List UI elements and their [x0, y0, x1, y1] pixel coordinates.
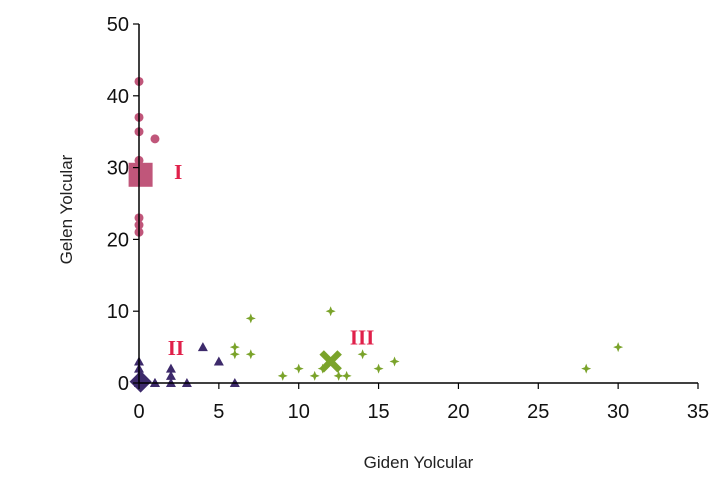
- data-point: [229, 349, 240, 360]
- y-axis-ticks: 0 10 20 30 40 50: [107, 14, 139, 395]
- data-point: [245, 349, 256, 360]
- data-point: [165, 363, 176, 373]
- data-point: [229, 342, 240, 353]
- x-tick-label: 0: [133, 401, 144, 423]
- data-point: [150, 134, 160, 144]
- data-point: [197, 342, 208, 352]
- data-point: [341, 370, 352, 381]
- plot-marks: [128, 76, 624, 393]
- data-point: [613, 342, 624, 353]
- cluster-label: I: [174, 160, 182, 184]
- data-point: [277, 370, 288, 381]
- cluster-label: II: [168, 336, 184, 360]
- data-point: [581, 363, 592, 374]
- x-tick-label: 10: [288, 401, 310, 423]
- cluster-label: III: [350, 325, 375, 349]
- x-tick-label: 5: [213, 401, 224, 423]
- y-tick-label: 0: [118, 373, 129, 395]
- data-point: [293, 363, 304, 374]
- data-point: [245, 313, 256, 324]
- y-tick-label: 20: [107, 229, 129, 251]
- cluster-centroid-marker: [129, 370, 152, 393]
- cluster-annotations: III III: [168, 160, 375, 360]
- data-point: [389, 356, 400, 367]
- cluster-centroid-marker: [319, 350, 342, 373]
- data-point: [373, 363, 384, 374]
- x-axis-ticks: 0 5 10 15 20 25 30 35: [133, 383, 709, 423]
- y-tick-label: 10: [107, 301, 129, 323]
- y-axis-title: Gelen Yolcular: [57, 154, 76, 264]
- y-tick-label: 40: [107, 86, 129, 108]
- data-point: [333, 370, 344, 381]
- cluster-centroid-marker: [128, 162, 153, 187]
- data-point: [213, 356, 224, 366]
- x-tick-label: 35: [687, 401, 709, 423]
- x-tick-label: 20: [447, 401, 469, 423]
- x-tick-label: 15: [367, 401, 389, 423]
- data-point: [309, 370, 320, 381]
- y-tick-label: 50: [107, 14, 129, 36]
- x-axis-title: Giden Yolcular: [364, 453, 474, 472]
- data-point: [357, 349, 368, 360]
- data-point: [325, 306, 336, 317]
- data-point: [165, 370, 176, 380]
- x-tick-label: 25: [527, 401, 549, 423]
- y-tick-label: 30: [107, 158, 129, 180]
- x-tick-label: 30: [607, 401, 629, 423]
